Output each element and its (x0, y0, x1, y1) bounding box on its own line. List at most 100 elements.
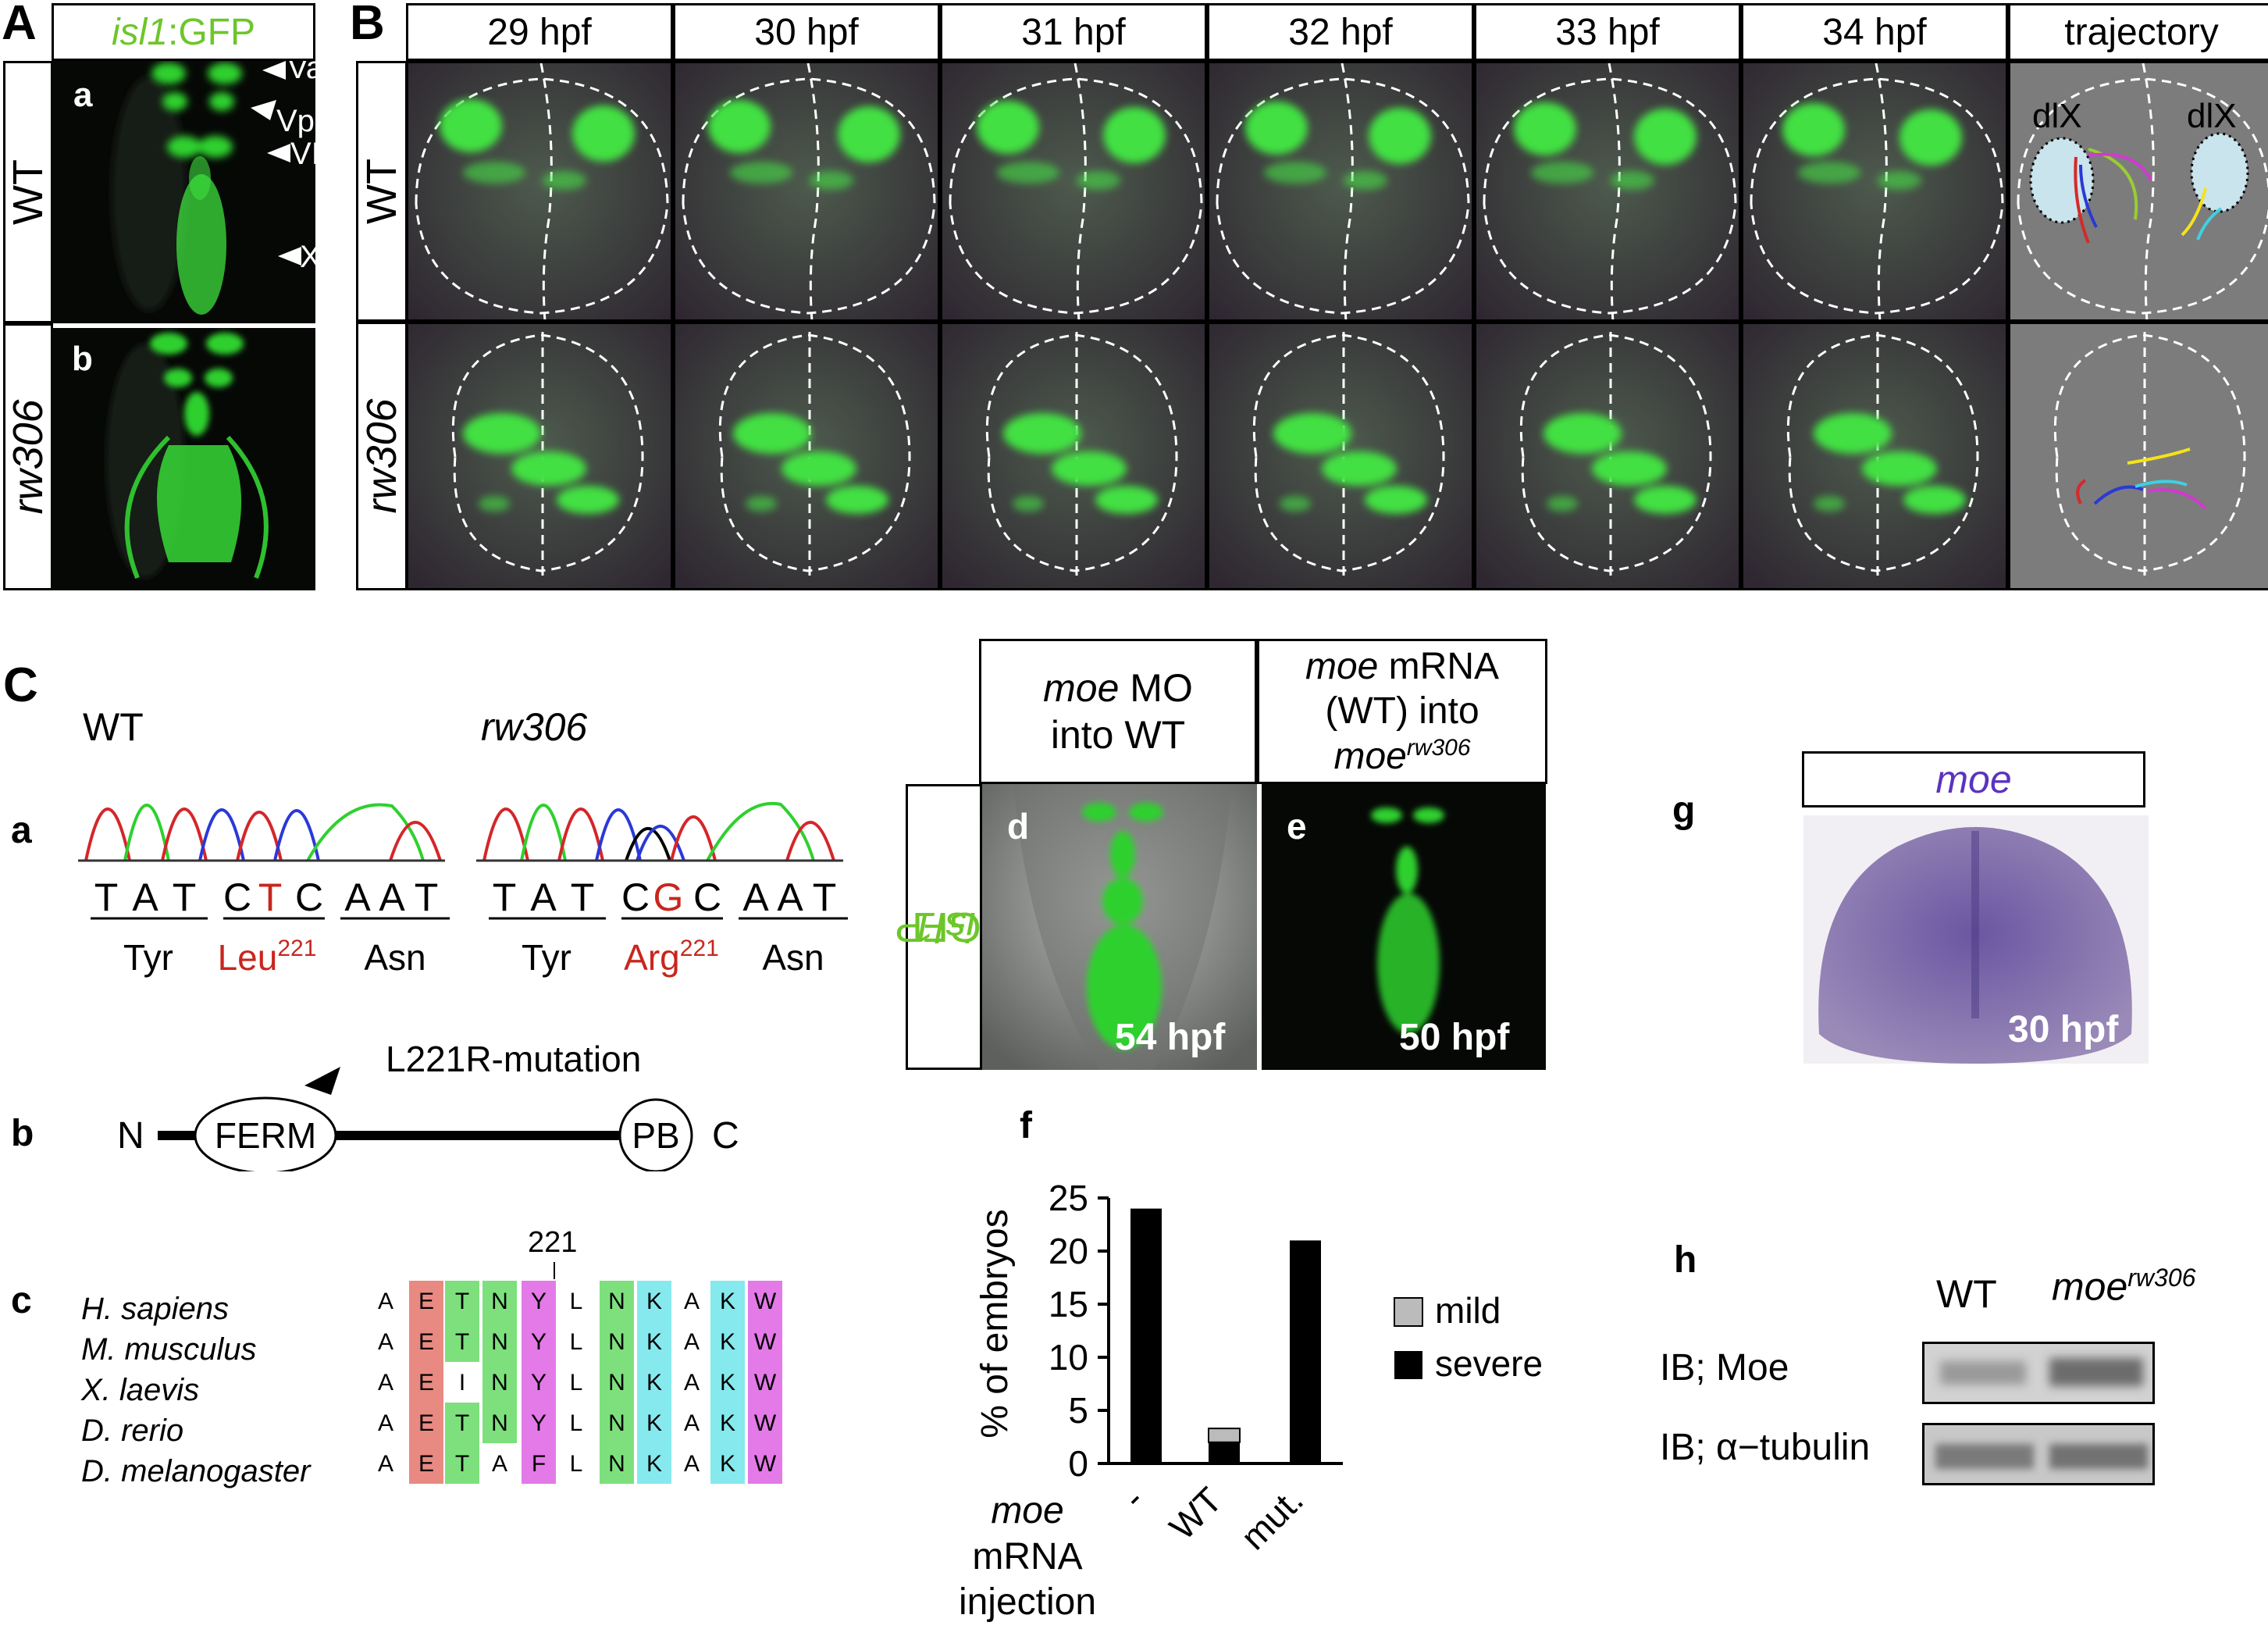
species-name: M. musculus (81, 1332, 257, 1367)
wt-base: T (258, 875, 283, 919)
alignment-cell-shade (409, 1281, 443, 1321)
panel-a-arrows (251, 61, 301, 266)
panel-e-header-allele: moe (1333, 735, 1407, 777)
rescue-hindbrain: e 50 hpf (1287, 806, 1510, 1058)
bar-mild (1208, 1428, 1241, 1443)
x-axis-label: moe mRNA injection (934, 1488, 1121, 1626)
alignment-position-label: 221 (528, 1226, 578, 1259)
alignment-residue: Y (531, 1289, 547, 1314)
species-name: D. rerio (81, 1413, 184, 1448)
trajectory-mut-frame (2008, 322, 2268, 590)
label-va: Va (287, 61, 315, 85)
blot-row-moe: IB; Moe (1660, 1347, 1789, 1389)
blot-col-wt: WT (1936, 1272, 1997, 1316)
panel-g-header: moe (1802, 751, 2145, 807)
chromatogram-mut-title: rw306 (481, 705, 588, 749)
alignment-cell-shade (600, 1281, 634, 1321)
panel-e-header-gene: moe (1305, 645, 1379, 687)
alignment-residue: K (646, 1410, 662, 1436)
alignment-residue: N (491, 1289, 508, 1314)
panel-a-image-mut: b (52, 328, 315, 590)
panel-e-header: moe mRNA (WT) into moerw306 (1257, 639, 1547, 784)
x-tick-label: WT (1162, 1479, 1230, 1547)
panel-e-header-rest: mRNA (1378, 645, 1500, 687)
alignment-residue: T (455, 1451, 469, 1477)
alignment-cell-shade (637, 1362, 671, 1403)
alignment-residue: N (491, 1370, 508, 1396)
mut-base: A (777, 875, 803, 919)
timelapse-wt-frame (1474, 61, 1741, 322)
chromatogram-mut (476, 801, 843, 862)
panel-d-header-gene: moe (1043, 666, 1120, 710)
alignment-cell-shade (710, 1321, 745, 1362)
alignment-cell-shade (600, 1443, 634, 1484)
panel-d-time: 54 hpf (1115, 1017, 1226, 1058)
legend-swatch-mild (1394, 1297, 1423, 1327)
timelapse-wt-frame (406, 61, 673, 322)
alignment-cell-shade (748, 1321, 782, 1362)
y-tick-label: 20 (1049, 1231, 1088, 1271)
legend-label-severe: severe (1435, 1343, 1543, 1384)
alignment-residue: E (418, 1289, 434, 1314)
label-x: X (300, 240, 315, 274)
alignment-cell-shade (637, 1403, 671, 1443)
panel-de-side-label: isl1:GFP (895, 784, 993, 1070)
alignment-residue: N (608, 1370, 625, 1396)
alignment-residue: L (570, 1451, 583, 1477)
alignment-residue: N (491, 1410, 508, 1436)
alignment-cell-shade (748, 1443, 782, 1484)
species-name: H. sapiens (81, 1292, 229, 1326)
wt-base: A (379, 875, 405, 919)
alignment-cell-shade (445, 1403, 479, 1443)
y-axis-label: % of embryos (974, 1209, 1016, 1438)
alignment-residue: W (754, 1370, 777, 1396)
morphant-hindbrain: d 54 hpf (982, 784, 1257, 1070)
alignment-cell-shade (409, 1362, 443, 1403)
alignment-residue: A (378, 1410, 393, 1436)
alignment-cell-shade (482, 1321, 517, 1362)
header-timepoint: 34 hpf (1741, 3, 2008, 61)
alignment-residue: A (378, 1451, 393, 1477)
chromatogram-wt (78, 803, 445, 862)
panel-a-row-wt-label: WT (5, 159, 52, 225)
panel-c-sub-c: c (11, 1280, 32, 1321)
alignment-cell-shade (522, 1281, 556, 1321)
panel-d-header-line2: into WT (1050, 713, 1186, 757)
panel-g-time: 30 hpf (2008, 1009, 2119, 1050)
alignment-cell-shade (637, 1443, 671, 1484)
sequence-alignment: A E T N Y L N K A K WA E T N Y L N K A K WA E I N Y L N K A K WA E T N Y L N… (378, 1281, 782, 1484)
mut-codon-1: Tyr (522, 937, 571, 978)
panel-d-header-rest: MO (1119, 666, 1193, 710)
alignment-cell-shade (445, 1281, 479, 1321)
mutation-arrow (304, 1067, 340, 1095)
alignment-residue: N (491, 1329, 508, 1355)
mut-base: A (530, 875, 557, 919)
alignment-residue: W (754, 1451, 777, 1477)
alignment-residue: A (684, 1410, 700, 1436)
x-axis-label-line3: injection (958, 1581, 1097, 1624)
alignment-residue: T (455, 1329, 469, 1355)
alignment-cell-shade (600, 1403, 634, 1443)
alignment-residue: K (646, 1451, 662, 1477)
alignment-residue: E (418, 1451, 434, 1477)
alignment-position-tick (554, 1262, 555, 1279)
alignment-residue: Y (531, 1329, 547, 1355)
header-timepoint: 32 hpf (1207, 3, 1474, 61)
y-tick-label: 10 (1049, 1337, 1088, 1378)
pb-domain-label: PB (632, 1115, 679, 1156)
alignment-residue: N (608, 1451, 625, 1477)
alignment-cell-shade (710, 1403, 745, 1443)
panel-g-image: 30 hpf (1803, 815, 2149, 1064)
alignment-residue: T (455, 1289, 469, 1314)
panel-b-row-wt: WT (356, 61, 408, 322)
chromatogram-wt-title: WT (83, 705, 144, 749)
panel-f-sub: f (1020, 1105, 1032, 1146)
panel-g-sub: g (1672, 790, 1696, 831)
label-vp: Vp (276, 104, 315, 138)
sub-d-label: d (1007, 806, 1029, 847)
alignment-residue: W (754, 1410, 777, 1436)
bar-severe (1290, 1240, 1321, 1463)
alignment-cell-shade (600, 1362, 634, 1403)
sub-a-label: a (73, 76, 93, 114)
